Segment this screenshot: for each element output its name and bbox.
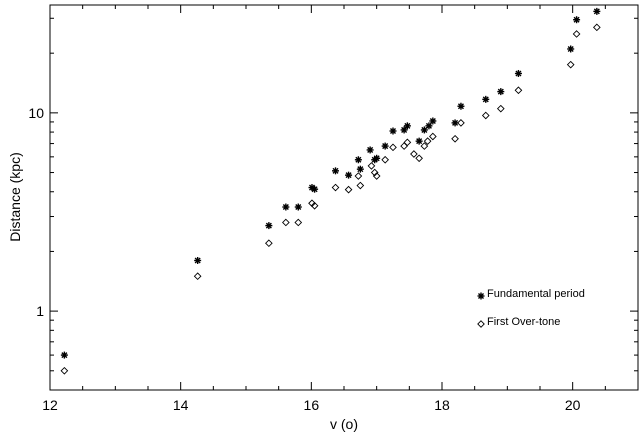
overtone-point <box>429 132 437 141</box>
fundamental-point <box>294 203 302 211</box>
overtone-point <box>572 30 581 38</box>
overtone-point <box>457 119 465 127</box>
x-tick-label: 14 <box>173 397 189 413</box>
overtone-point <box>294 218 303 227</box>
fundamental-point <box>354 156 362 164</box>
overtone-point <box>381 155 389 164</box>
overtone-point <box>496 104 505 113</box>
overtone-point <box>265 239 273 248</box>
overtone-point <box>514 86 523 95</box>
overtone-point <box>481 111 490 120</box>
fundamental-point <box>60 351 68 359</box>
fundamental-point <box>593 7 601 15</box>
x-tick-label: 16 <box>304 397 320 413</box>
fundamental-point <box>345 171 353 179</box>
legend-fundamental-marker <box>477 292 485 300</box>
overtone-point <box>60 366 69 375</box>
fundamental-point <box>573 16 581 24</box>
fundamental-point <box>332 167 340 175</box>
overtone-point <box>367 162 376 170</box>
fundamental-point <box>311 185 319 193</box>
fundamental-point <box>373 154 381 162</box>
overtone-point <box>400 142 408 150</box>
fundamental-point <box>403 122 411 130</box>
legend-label: Fundamental period <box>487 288 585 300</box>
fundamental-point <box>389 127 397 135</box>
overtone-point <box>415 154 423 163</box>
fundamental-point <box>497 88 505 96</box>
x-axis-label: v (o) <box>330 416 358 432</box>
overtone-point <box>370 168 379 177</box>
fundamental-point <box>567 45 575 53</box>
fundamental-point <box>514 69 522 77</box>
legend-label: First Over-tone <box>487 316 560 328</box>
overtone-point <box>451 134 459 143</box>
overtone-point <box>372 172 381 180</box>
fundamental-point <box>429 117 437 125</box>
overtone-point <box>566 60 575 69</box>
overtone-point <box>344 185 353 194</box>
overtone-point <box>410 150 418 158</box>
overtone-point <box>389 143 397 152</box>
x-tick-label: 18 <box>434 397 450 413</box>
y-axis-label: Distance (kpc) <box>7 152 23 241</box>
overtone-point <box>193 272 202 281</box>
data-marks <box>60 7 601 375</box>
legend: Fundamental period First Over-tone <box>477 288 585 328</box>
overtone-point <box>593 23 601 32</box>
overtone-point <box>420 142 429 150</box>
overtone-point <box>331 183 340 192</box>
overtone-point <box>356 181 365 190</box>
fundamental-point <box>356 165 364 173</box>
overtone-point <box>403 138 412 147</box>
y-tick-label: 1 <box>36 303 44 319</box>
x-tick-label: 20 <box>565 397 581 413</box>
overtone-point <box>354 172 363 180</box>
overtone-point <box>423 137 432 145</box>
fundamental-point <box>282 203 290 211</box>
fundamental-point <box>425 122 433 130</box>
legend-overtone-marker <box>477 320 485 328</box>
fundamental-point <box>415 137 423 145</box>
fundamental-point <box>420 126 428 134</box>
fundamental-point <box>482 95 490 103</box>
y-tick-label: 10 <box>28 105 44 121</box>
fundamental-point <box>366 146 374 154</box>
overtone-point <box>282 218 290 227</box>
overtone-point <box>310 201 319 210</box>
fundamental-point <box>457 102 465 110</box>
plot-frame <box>49 4 639 391</box>
axes: 12 14 16 18 20 1 10 <box>28 5 639 413</box>
fundamental-point <box>265 222 273 230</box>
fundamental-point <box>194 257 202 265</box>
fundamental-point <box>381 142 389 150</box>
x-tick-label: 12 <box>42 397 58 413</box>
